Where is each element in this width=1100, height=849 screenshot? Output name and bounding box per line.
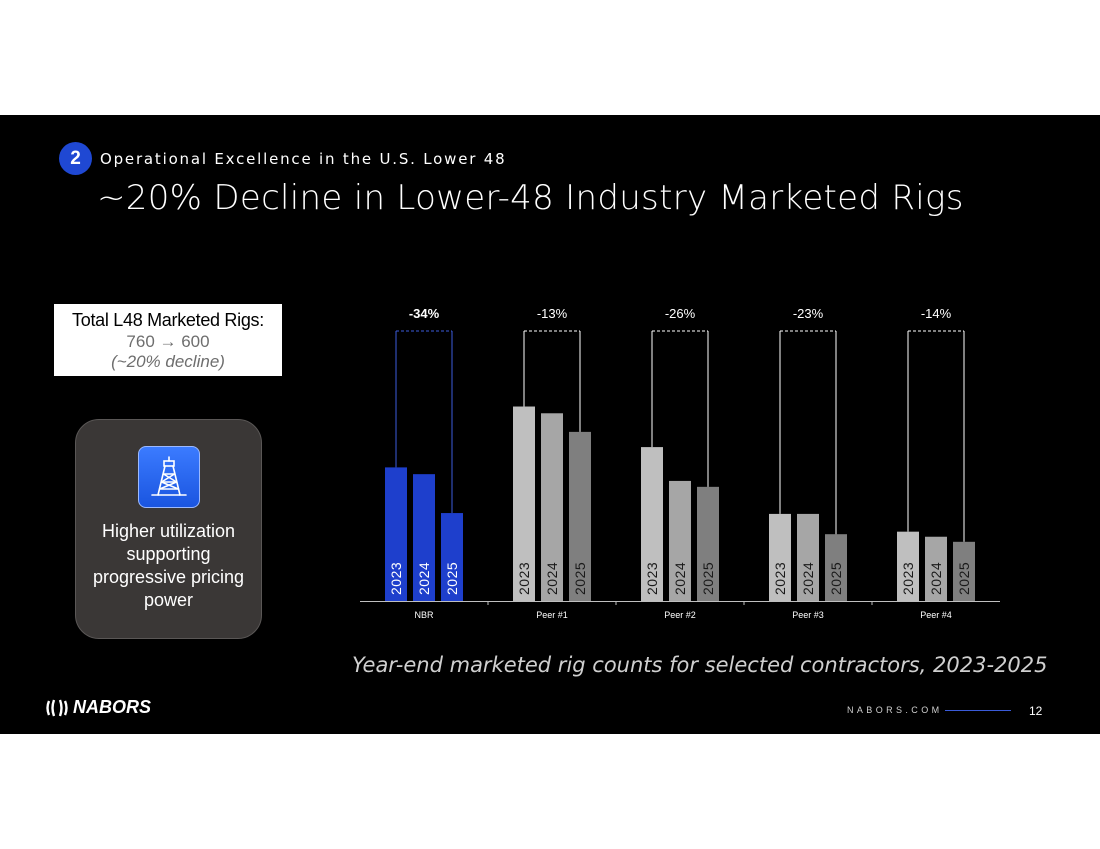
change-percent-label: -14% bbox=[921, 306, 952, 321]
bar-year-label: 2025 bbox=[572, 562, 588, 595]
bar-nbr-2025 bbox=[441, 513, 463, 601]
category-label: Peer #3 bbox=[792, 610, 824, 620]
category-label: Peer #1 bbox=[536, 610, 568, 620]
bar-peer-4-2024 bbox=[925, 536, 947, 601]
oil-rig-icon bbox=[138, 446, 200, 508]
bar-nbr-2023 bbox=[385, 467, 407, 601]
total-rigs-box: Total L48 Marketed Rigs: 760 → 600 (~20%… bbox=[54, 304, 282, 376]
section-number-badge: 2 bbox=[59, 142, 92, 175]
bar-peer-1-2025 bbox=[569, 431, 591, 601]
bar-year-label: 2023 bbox=[644, 562, 660, 595]
bar-peer-2-2025 bbox=[697, 486, 719, 601]
logo-text: NABORS bbox=[73, 697, 152, 717]
bar-peer-2-2024 bbox=[669, 480, 691, 601]
rig-count-bar-chart: 2023 2024 2025 -34% NBR 2023 2024 2025 -13% Peer … bbox=[360, 306, 1000, 620]
nabors-logo: NABORS bbox=[46, 697, 151, 718]
bar-year-label: 2023 bbox=[772, 562, 788, 595]
slide-title: ~20% Decline in Lower-48 Industry Market… bbox=[97, 178, 964, 218]
bar-year-label: 2023 bbox=[900, 562, 916, 595]
nabors-logo-icon bbox=[46, 699, 68, 716]
bar-peer-2-2023 bbox=[641, 447, 663, 601]
bar-year-label: 2024 bbox=[544, 562, 560, 595]
category-label: Peer #2 bbox=[664, 610, 696, 620]
bar-year-label: 2024 bbox=[416, 562, 432, 595]
bar-year-label: 2025 bbox=[444, 562, 460, 595]
footer-divider bbox=[945, 710, 1011, 711]
footer-url[interactable]: NABORS.COM bbox=[847, 705, 943, 715]
bar-year-label: 2025 bbox=[956, 562, 972, 595]
chart-caption: Year-end marketed rig counts for selecte… bbox=[352, 653, 1048, 677]
bar-peer-3-2024 bbox=[797, 513, 819, 601]
change-percent-label: -13% bbox=[537, 306, 568, 321]
bar-peer-4-2023 bbox=[897, 531, 919, 601]
section-subtitle: Operational Excellence in the U.S. Lower… bbox=[100, 150, 507, 168]
bar-peer-4-2025 bbox=[953, 541, 975, 601]
callout-text: Higher utilization supporting progressiv… bbox=[92, 521, 245, 610]
bar-peer-1-2024 bbox=[541, 413, 563, 601]
change-percent-label: -23% bbox=[793, 306, 824, 321]
bar-year-label: 2025 bbox=[700, 562, 716, 595]
bar-peer-3-2025 bbox=[825, 534, 847, 601]
bar-peer-1-2023 bbox=[513, 406, 535, 601]
total-rigs-heading: Total L48 Marketed Rigs: bbox=[72, 310, 264, 330]
bar-year-label: 2023 bbox=[388, 562, 404, 595]
total-rigs-decline: (~20% decline) bbox=[111, 352, 225, 371]
total-rigs-range: 760 → 600 bbox=[126, 332, 210, 351]
category-label: NBR bbox=[414, 610, 434, 620]
bar-nbr-2024 bbox=[413, 474, 435, 601]
bar-year-label: 2024 bbox=[928, 562, 944, 595]
bar-year-label: 2024 bbox=[800, 562, 816, 595]
page-number: 12 bbox=[1029, 704, 1043, 718]
bar-year-label: 2023 bbox=[516, 562, 532, 595]
change-percent-label: -34% bbox=[409, 306, 440, 321]
bar-year-label: 2024 bbox=[672, 562, 688, 595]
bar-year-label: 2025 bbox=[828, 562, 844, 595]
change-percent-label: -26% bbox=[665, 306, 696, 321]
category-label: Peer #4 bbox=[920, 610, 952, 620]
oil-rig-icon-graphic bbox=[151, 456, 187, 496]
utilization-callout: Higher utilization supporting progressiv… bbox=[75, 419, 262, 639]
bar-peer-3-2023 bbox=[769, 513, 791, 601]
